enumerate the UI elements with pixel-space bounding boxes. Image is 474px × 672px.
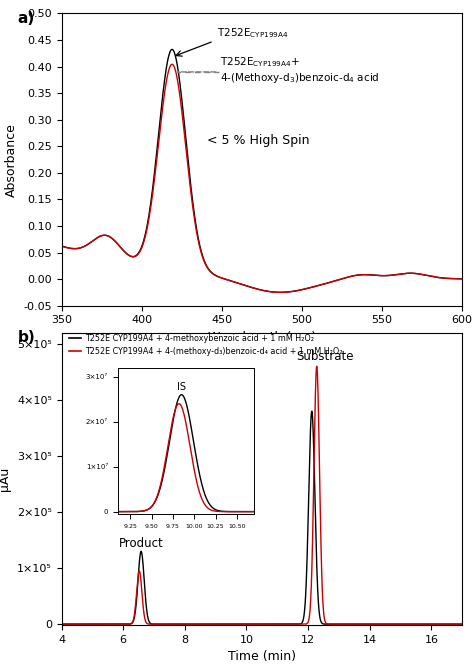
Legend: T252E CYP199A4 + 4-methoxybenzoic acid + 1 mM H₂O₂, T252E CYP199A4 + 4-(methoxy-: T252E CYP199A4 + 4-methoxybenzoic acid +… — [65, 331, 346, 360]
Text: a): a) — [18, 11, 35, 26]
X-axis label: Time (min): Time (min) — [228, 650, 296, 663]
Text: T252E$_{\mathregular{CYP199A4}}$: T252E$_{\mathregular{CYP199A4}}$ — [217, 26, 289, 40]
Y-axis label: Absorbance: Absorbance — [5, 123, 18, 196]
Text: Product: Product — [118, 536, 164, 550]
X-axis label: Wavelength (nm): Wavelength (nm) — [208, 331, 316, 344]
Y-axis label: μAu: μAu — [0, 466, 11, 491]
Text: Substrate: Substrate — [296, 351, 354, 364]
Text: < 5 % High Spin: < 5 % High Spin — [208, 134, 310, 146]
Text: b): b) — [18, 330, 35, 345]
Text: T252E$_{\mathregular{CYP199A4}}$+
4-(Methoxy-d$_3$)benzoic-d$_4$ acid: T252E$_{\mathregular{CYP199A4}}$+ 4-(Met… — [220, 55, 380, 85]
